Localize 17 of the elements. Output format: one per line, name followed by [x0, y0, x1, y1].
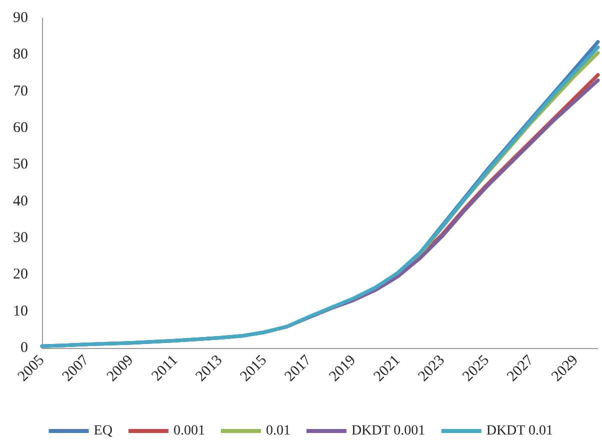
y-tick-label: 0: [20, 340, 28, 356]
y-tick-label: 20: [13, 266, 28, 283]
legend-label: DKDT 0.01: [486, 424, 553, 438]
y-tick-label: 90: [13, 10, 28, 26]
y-tick-label: 30: [13, 230, 28, 246]
legend-label: DKDT 0.001: [351, 424, 426, 438]
legend-label: 0.001: [173, 424, 205, 438]
x-tick-label: 2011: [148, 352, 182, 384]
y-tick-label: 70: [13, 83, 28, 100]
y-tick-label: 60: [13, 120, 28, 136]
y-tick-label: 50: [13, 156, 28, 173]
y-tick-label: 80: [13, 46, 28, 63]
y-tick-label: 10: [13, 303, 28, 320]
legend-label: EQ: [94, 424, 112, 438]
x-tick-label: 2021: [370, 352, 404, 385]
y-tick-label: 40: [13, 193, 28, 210]
legend-label: 0.01: [266, 424, 290, 438]
